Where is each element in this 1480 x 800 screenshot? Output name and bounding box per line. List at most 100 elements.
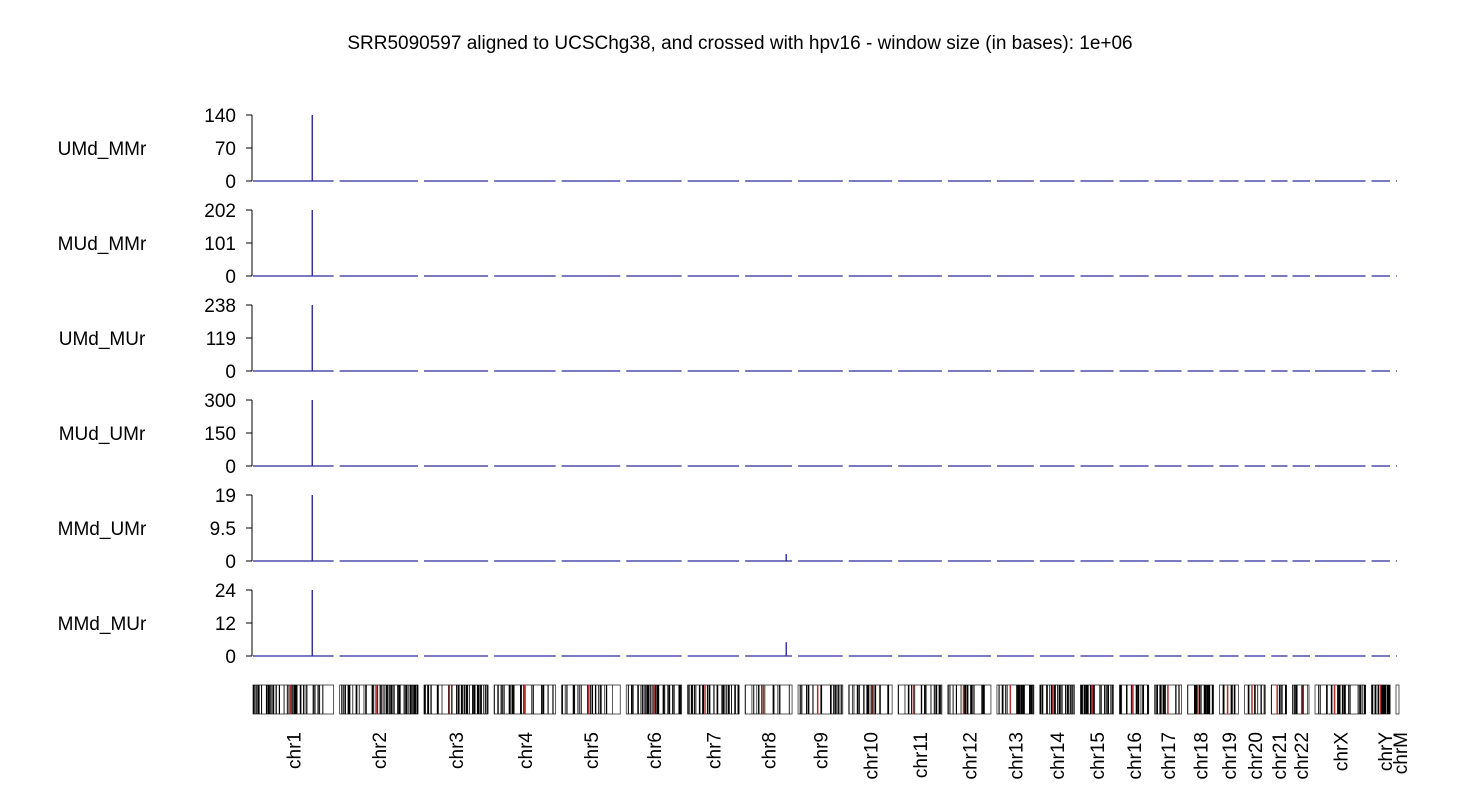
ideogram-band: [494, 685, 495, 714]
ideogram-band: [1205, 685, 1207, 714]
ideogram-band: [1082, 685, 1083, 714]
ideogram-band: [347, 685, 350, 714]
ideogram-band: [799, 685, 801, 714]
ideogram-band: [1294, 685, 1296, 714]
ideogram-band: [788, 685, 790, 714]
ideogram-chr5: [561, 684, 621, 715]
ideogram-band: [523, 685, 525, 714]
ideogram-band: [456, 685, 458, 714]
ideogram-band: [690, 685, 693, 714]
ideogram-band: [1380, 685, 1385, 714]
ideogram-chr20: [1244, 684, 1266, 715]
ideogram-band: [1284, 685, 1287, 714]
ideogram-band: [1061, 685, 1063, 714]
ideogram-band: [1058, 685, 1061, 714]
ideogram-band: [286, 685, 288, 714]
ideogram-body: [1219, 684, 1239, 715]
ideogram-band: [312, 685, 314, 714]
ideogram-band: [427, 685, 430, 714]
ideogram-band: [668, 685, 671, 714]
ideogram-band: [863, 685, 865, 714]
y-tick-label: 0: [225, 457, 236, 478]
ideogram-band: [833, 685, 835, 714]
ideogram-band: [1121, 685, 1123, 714]
ideogram-band: [1281, 685, 1283, 714]
ideogram-band: [389, 685, 391, 714]
ideogram-chr14: [1039, 684, 1075, 715]
ideogram-band: [352, 685, 354, 714]
ideogram-band: [1099, 685, 1101, 714]
ideogram-band: [949, 685, 951, 714]
ideogram-band: [820, 685, 823, 714]
ideogram-chr13: [996, 684, 1035, 715]
ideogram-band: [1110, 685, 1112, 714]
ideogram-band: [911, 685, 913, 714]
chrom-label-chrY: chrY: [1376, 732, 1397, 771]
ideogram-centromere: [816, 685, 819, 714]
y-tick-label: 300: [204, 391, 236, 412]
y-tick-label: 0: [225, 647, 236, 668]
ideogram-band: [270, 685, 272, 714]
ideogram-band: [955, 685, 957, 714]
ideogram-centromere: [962, 685, 965, 714]
ideogram-band: [868, 685, 870, 714]
ideogram-band: [254, 685, 256, 714]
ideogram-band: [640, 685, 642, 714]
ideogram-band: [1022, 685, 1025, 714]
chrom-label-chr13: chr13: [1006, 732, 1027, 780]
ideogram-band: [756, 685, 758, 714]
ideogram-band: [1233, 685, 1236, 714]
ideogram-band: [642, 685, 644, 714]
ideogram-band: [1187, 685, 1189, 714]
ideogram-band: [967, 685, 969, 714]
y-tick-label: 12: [215, 614, 236, 635]
ideogram-band: [532, 685, 534, 714]
ideogram-band: [265, 685, 268, 714]
chrom-label-chr8: chr8: [760, 732, 781, 769]
ideogram-band: [1295, 685, 1298, 714]
ideogram-centromere: [1091, 685, 1094, 714]
chrom-label-chr16: chr16: [1125, 732, 1146, 780]
ideogram-body: [744, 684, 793, 715]
ideogram-centromere: [1167, 685, 1169, 714]
ideogram-band: [460, 685, 463, 714]
ideogram-band: [965, 685, 967, 714]
ideogram-band: [1302, 685, 1304, 714]
ideogram-band: [397, 685, 399, 714]
chrom-label-chr15: chr15: [1088, 732, 1109, 780]
chrom-label-chr19: chr19: [1220, 732, 1241, 780]
ideogram-band: [293, 685, 296, 714]
ideogram-band: [1195, 685, 1198, 714]
ideogram-band: [1159, 685, 1161, 714]
ideogram-band: [294, 685, 297, 714]
ideogram-chr19: [1219, 684, 1239, 715]
ideogram-centromere: [1009, 685, 1012, 714]
ideogram-band: [907, 685, 910, 714]
ideogram-band: [1024, 685, 1025, 714]
ideogram-band: [646, 685, 649, 714]
ideogram-centromere: [1251, 685, 1253, 714]
panel-label: MUd_UMr: [59, 424, 146, 445]
chrom-label-chr11: chr11: [911, 732, 932, 778]
ideogram-band: [612, 685, 613, 714]
ideogram-band: [777, 685, 779, 714]
ideogram-band: [586, 685, 588, 714]
ideogram-band: [344, 685, 346, 714]
ideogram-band: [355, 685, 358, 714]
ideogram-band: [598, 685, 599, 714]
ideogram-band: [1086, 685, 1089, 714]
ideogram-band: [695, 685, 697, 714]
ideogram-band: [278, 685, 280, 714]
ideogram-band: [981, 685, 983, 714]
ideogram-band: [1363, 685, 1366, 714]
chrom-label-chr12: chr12: [960, 732, 981, 780]
panel-mmd-umr: MMd_UMr 19 9.5 0: [58, 486, 1397, 573]
ideogram-band: [689, 685, 690, 714]
panel-label: MMd_UMr: [58, 519, 147, 540]
ideogram-chrY: [1371, 684, 1391, 715]
ideogram-band: [1001, 685, 1004, 714]
ideogram-band: [467, 685, 468, 714]
ideogram-band: [1050, 685, 1053, 714]
ideogram-centromere: [1300, 685, 1303, 714]
ideogram-band: [319, 685, 321, 714]
